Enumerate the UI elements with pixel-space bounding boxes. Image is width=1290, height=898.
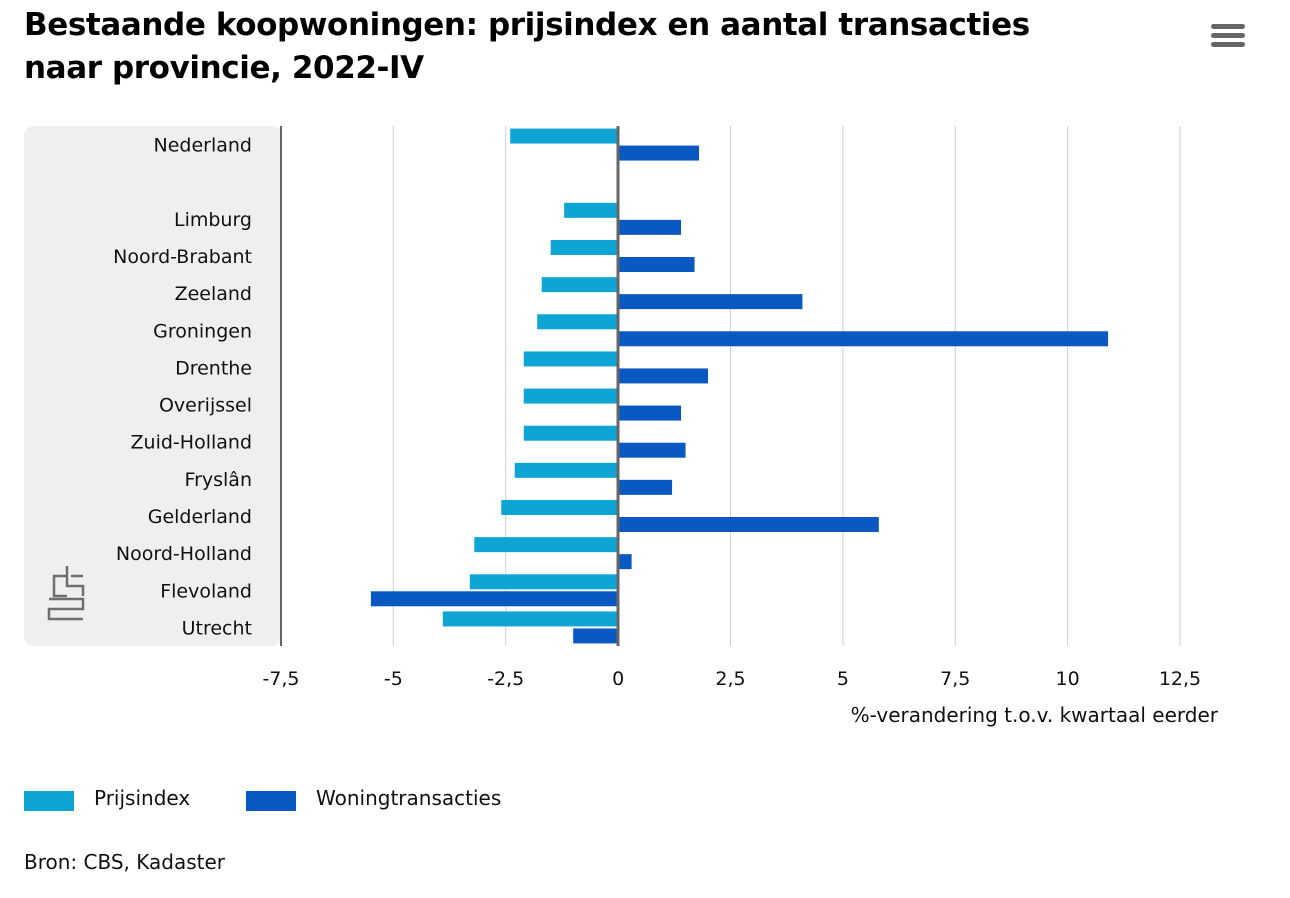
bar-woningtransacties[interactable] [618,554,632,570]
x-tick-label: 7,5 [940,668,970,690]
bar-prijsindex[interactable] [501,500,619,515]
bar-prijsindex[interactable] [541,277,619,293]
category-labels: Nederland Limburg Noord-Brabant Zeeland Gron… [113,135,252,640]
category-label: Zeeland [175,283,252,305]
category-label: Noord-Brabant [113,246,252,268]
bar-woningtransacties[interactable] [618,294,803,310]
x-tick-label: 12,5 [1159,668,1201,690]
x-tick-label: -7,5 [262,668,299,690]
bar-woningtransacties[interactable] [618,219,682,235]
x-tick-label: 5 [837,668,849,690]
bar-prijsindex[interactable] [442,611,619,627]
legend-swatch-woningtransacties [246,791,296,811]
bar-woningtransacties[interactable] [618,517,879,532]
cbs-logo-icon [47,566,85,621]
category-label: Flevoland [160,580,252,602]
x-tick-label: 0 [612,668,624,690]
gridlines [392,126,1181,646]
chart-title: Bestaande koopwoningen: prijsindex en aa… [24,7,1030,86]
category-label: Zuid-Holland [131,432,252,454]
bar-prijsindex[interactable] [514,462,619,478]
x-tick-label: -5 [384,668,403,690]
category-label: Gelderland [148,506,252,528]
bar-woningtransacties[interactable] [618,257,695,272]
bar-prijsindex[interactable] [523,388,619,404]
bar-prijsindex[interactable] [523,425,619,441]
legend-label-prijsindex: Prijsindex [94,786,191,810]
bar-woningtransacties[interactable] [618,145,700,161]
x-tick-label: -2,5 [487,668,524,690]
category-label: Groningen [153,320,252,342]
x-tick-labels: -7,5 -5 -2,5 0 2,5 5 7,5 10 12,5 [262,668,1201,690]
bar-woningtransacties[interactable] [618,331,1109,347]
bar-prijsindex[interactable] [523,351,619,367]
source-note: Bron: CBS, Kadaster [24,850,226,874]
menu-bar [1211,24,1245,29]
bar-woningtransacties[interactable] [618,405,682,421]
category-label: Utrecht [182,617,252,639]
bar-woningtransacties[interactable] [618,442,686,458]
category-label: Limburg [174,209,252,231]
bar-prijsindex[interactable] [537,314,619,330]
category-panel [24,126,282,646]
bar-prijsindex[interactable] [510,128,619,144]
bar-prijsindex[interactable] [550,240,619,255]
category-label: Nederland [154,135,253,157]
chart-menu-button[interactable] [1206,20,1250,56]
bar-chart: Nederland Limburg Noord-Brabant Zeeland Gron… [24,126,1219,727]
bar-woningtransacties[interactable] [573,628,619,644]
category-label: Fryslân [185,469,252,491]
category-label: Drenthe [175,357,252,379]
legend-label-woningtransacties: Woningtransacties [316,786,502,810]
bar-woningtransacties[interactable] [618,368,709,384]
bar-woningtransacties[interactable] [618,479,673,495]
x-tick-label: 2,5 [715,668,745,690]
bar-prijsindex[interactable] [469,574,619,590]
category-label: Overijssel [159,395,252,417]
menu-bar [1211,42,1245,47]
bar-prijsindex[interactable] [474,537,619,553]
menu-bar [1211,33,1245,38]
x-axis-label: %-verandering t.o.v. kwartaal eerder [851,703,1219,727]
bar-prijsindex[interactable] [564,202,619,218]
x-tick-label: 10 [1056,668,1080,690]
bar-woningtransacties[interactable] [370,591,619,607]
legend-swatch-prijsindex [24,791,74,811]
category-label: Noord-Holland [116,543,252,565]
bars [370,128,1109,644]
